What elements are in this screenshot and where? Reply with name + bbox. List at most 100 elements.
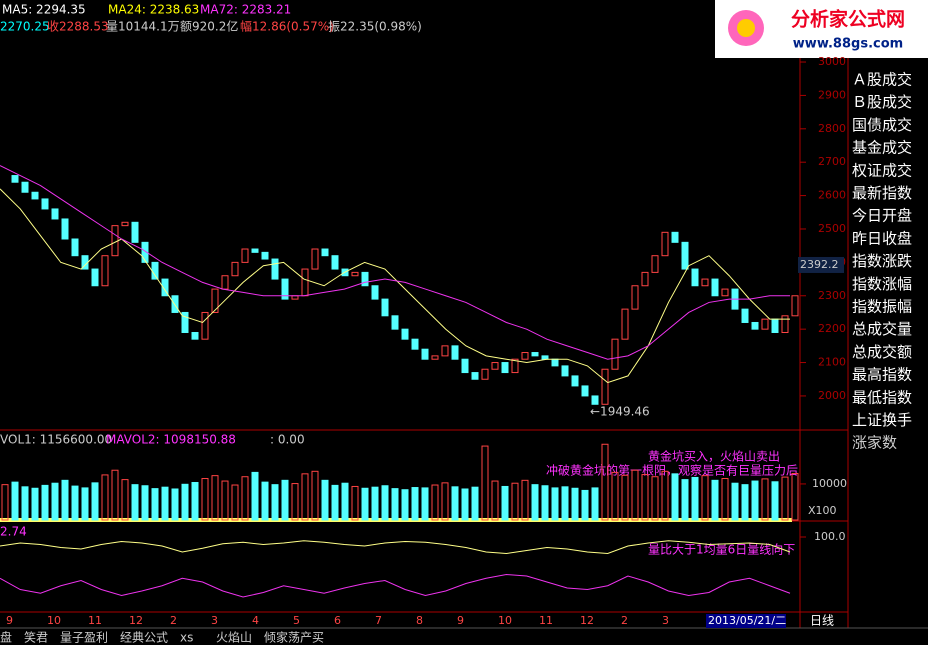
date: 2013/05/21/二 [708, 614, 786, 627]
volume-bar [221, 480, 229, 521]
candle [191, 331, 199, 340]
volume-bar [591, 487, 599, 521]
change: 幅12.86(0.57%) [240, 19, 334, 34]
menu-item[interactable]: 最新指数 [852, 184, 912, 202]
tab[interactable]: 倾家荡产买 [264, 630, 324, 645]
candle [41, 198, 49, 210]
volume-bar [521, 479, 529, 521]
candle [401, 328, 409, 340]
candle [621, 308, 629, 340]
volume-bar [111, 469, 119, 521]
candle [441, 345, 449, 357]
volume-bar [31, 487, 39, 521]
ma-line [0, 573, 791, 598]
menu-item[interactable]: 指数涨幅 [852, 275, 912, 293]
menu-item[interactable]: Ｂ股成交 [852, 93, 912, 111]
menu-item[interactable]: 权证成交 [852, 161, 912, 179]
volume-bar [181, 483, 189, 521]
candle [91, 268, 99, 287]
menu-item[interactable]: 总成交额 [852, 343, 912, 361]
volume-bar [311, 470, 319, 521]
vol-unit: X100 [808, 504, 837, 517]
volume-bar [401, 489, 409, 521]
month-label: 10 [47, 614, 61, 627]
vol-extra: : 0.00 [270, 433, 305, 447]
candle [771, 318, 779, 333]
candle [101, 255, 109, 287]
volume-bar [211, 475, 219, 521]
y-tick-label: 2500 [818, 222, 846, 235]
candle [761, 318, 769, 330]
candle [361, 271, 369, 287]
tab[interactable]: 盘 [0, 630, 12, 645]
volume-bar [71, 485, 79, 521]
volume-bar [421, 487, 429, 521]
volume-bar [551, 487, 559, 521]
menu-item[interactable]: 指数振幅 [852, 298, 912, 316]
y-tick-label: 3000 [818, 55, 846, 68]
menu-item[interactable]: 昨日收盘 [852, 229, 912, 247]
candle [541, 355, 549, 360]
volume-bar [501, 485, 509, 521]
y-tick-label: 2100 [818, 356, 846, 369]
volume-bar [1, 484, 9, 521]
volume-bar [411, 487, 419, 521]
logo-title: 分析家公式网 [791, 8, 905, 31]
candle [681, 241, 689, 270]
volume-bar [241, 476, 249, 521]
menu-item[interactable]: 基金成交 [852, 139, 912, 157]
month-label: 7 [375, 614, 382, 627]
tab[interactable]: xs [180, 631, 193, 645]
candle [581, 385, 589, 397]
volume-bar [301, 473, 309, 521]
low-label: ←1949.46 [590, 405, 650, 419]
candle [151, 261, 159, 280]
volume-bar [581, 489, 589, 521]
menu-item[interactable]: 国债成交 [852, 116, 912, 134]
candle [671, 231, 679, 243]
candle [741, 308, 749, 323]
candle [371, 285, 379, 300]
month-label: 9 [457, 614, 464, 627]
month-label: 2 [170, 614, 177, 627]
month-label: 4 [252, 614, 259, 627]
menu-item[interactable]: 最低指数 [852, 388, 912, 406]
volume-bar [661, 470, 669, 521]
month-label: 8 [416, 614, 423, 627]
tab[interactable]: 笑君 [24, 630, 48, 645]
candle [531, 352, 539, 357]
volume-bar [101, 474, 109, 521]
menu-item[interactable]: 今日开盘 [852, 207, 912, 225]
candle [51, 208, 59, 220]
volume-bar [21, 486, 29, 521]
volume-bar [171, 488, 179, 521]
tab[interactable]: 经典公式 [120, 631, 168, 645]
menu-item[interactable]: 最高指数 [852, 366, 912, 384]
candle [491, 362, 499, 370]
period[interactable]: 日线 [810, 614, 834, 628]
candle [141, 241, 149, 263]
volume-bar [491, 480, 499, 521]
candle [501, 362, 509, 374]
current-price-box [798, 256, 844, 273]
volume-bar [351, 485, 359, 521]
y-tick-label: 2300 [818, 289, 846, 302]
candle [311, 248, 319, 270]
menu-item[interactable]: Ａ股成交 [852, 71, 912, 89]
candle [391, 315, 399, 330]
tab[interactable]: 火焰山 [216, 630, 252, 645]
candle [711, 278, 719, 297]
volume-bar [191, 481, 199, 521]
month-label: 12 [580, 614, 594, 627]
tab[interactable]: 量子盈利 [60, 631, 108, 645]
menu-item[interactable]: 涨家数 [852, 434, 897, 452]
ma-line [0, 165, 790, 360]
ma24: MA24: 2238.63 [108, 3, 199, 17]
open: 2270.25 [0, 20, 50, 34]
menu-item[interactable]: 指数涨跌 [852, 252, 912, 270]
volume-bar [461, 488, 469, 521]
volume-bar [531, 484, 539, 521]
menu-item[interactable]: 上证换手 [852, 411, 912, 429]
menu-item[interactable]: 总成交量 [852, 320, 912, 338]
